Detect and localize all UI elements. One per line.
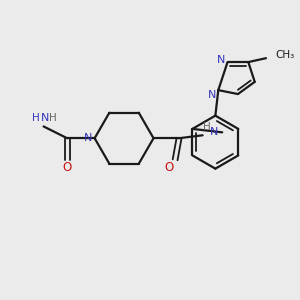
Text: CH₃: CH₃ (276, 50, 295, 60)
Text: H: H (32, 112, 40, 123)
Text: H: H (49, 112, 56, 123)
Text: N: N (217, 55, 225, 65)
Text: N: N (40, 112, 49, 123)
Text: O: O (165, 161, 174, 174)
Text: H: H (202, 122, 210, 132)
Text: O: O (62, 161, 72, 174)
Text: N: N (210, 127, 219, 137)
Text: N: N (208, 90, 217, 100)
Text: N: N (84, 133, 92, 143)
